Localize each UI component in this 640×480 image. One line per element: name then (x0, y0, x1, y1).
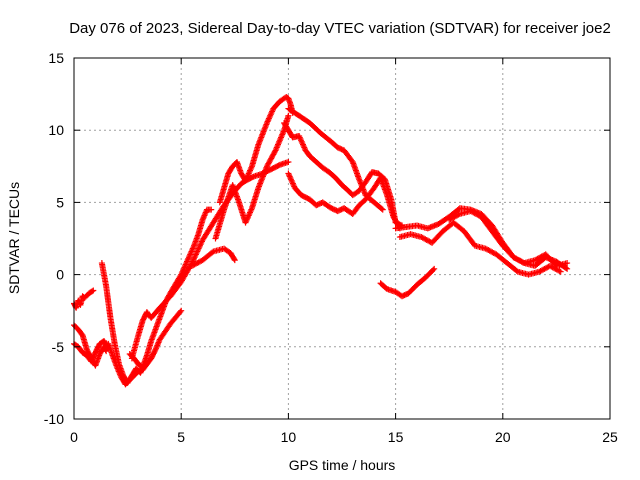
data-point-marker (378, 205, 385, 212)
data-point-marker (177, 308, 184, 315)
x-tick-label: 10 (281, 429, 297, 445)
series-track-j (188, 245, 238, 269)
y-tick-label: 15 (48, 50, 64, 66)
data-point-marker (231, 255, 238, 262)
data-points (71, 93, 571, 388)
series-track-l (285, 170, 403, 232)
series-track-q (446, 208, 571, 269)
data-point-marker (231, 257, 238, 264)
data-point-marker (564, 265, 571, 272)
data-point-marker (89, 288, 96, 295)
data-point-marker (379, 206, 386, 213)
x-tick-label: 0 (70, 429, 78, 445)
x-tick-label: 15 (388, 429, 404, 445)
data-point-marker (285, 158, 292, 165)
data-point-marker (455, 211, 462, 218)
y-tick-label: 0 (56, 267, 64, 283)
x-tick-label: 5 (177, 429, 185, 445)
axis-ticks: 0 5 10 15 20 25 -10 -5 0 5 10 15 (44, 50, 618, 445)
series-track-f (126, 206, 215, 371)
plot-frame (73, 57, 611, 420)
data-point-marker (557, 268, 564, 275)
series-track-h (216, 93, 296, 206)
series-track-k (281, 119, 406, 229)
data-point-marker (151, 347, 158, 354)
data-point-marker (208, 206, 215, 213)
data-point-marker (209, 249, 216, 256)
series-track-i (212, 112, 292, 242)
y-tick-label: 10 (48, 122, 64, 138)
x-axis-label: GPS time / hours (289, 457, 396, 473)
data-point-marker (271, 148, 278, 155)
x-tick-label: 20 (495, 429, 511, 445)
data-point-marker (285, 112, 292, 119)
series-track-e (105, 307, 185, 388)
y-tick-label: -5 (52, 339, 65, 355)
grid-lines (74, 58, 610, 419)
data-point-marker (178, 307, 185, 314)
y-axis-label: SDTVAR / TECUs (6, 182, 22, 294)
data-point-marker (556, 267, 563, 274)
data-point-marker (90, 287, 97, 294)
data-point-marker (431, 265, 438, 272)
y-tick-label: -10 (44, 411, 64, 427)
data-point-marker (564, 260, 571, 267)
series-track-n (377, 265, 438, 300)
y-tick-label: 5 (56, 194, 64, 210)
data-point-marker (513, 267, 520, 274)
series-track-m (285, 105, 386, 213)
series-track-p (396, 219, 564, 278)
series-track-a (71, 287, 97, 311)
x-tick-label: 25 (602, 429, 618, 445)
data-point-marker (275, 162, 282, 169)
chart-title: Day 076 of 2023, Sidereal Day-to-day VTE… (69, 20, 611, 37)
data-point-marker (249, 174, 256, 181)
data-point-marker (430, 266, 437, 273)
